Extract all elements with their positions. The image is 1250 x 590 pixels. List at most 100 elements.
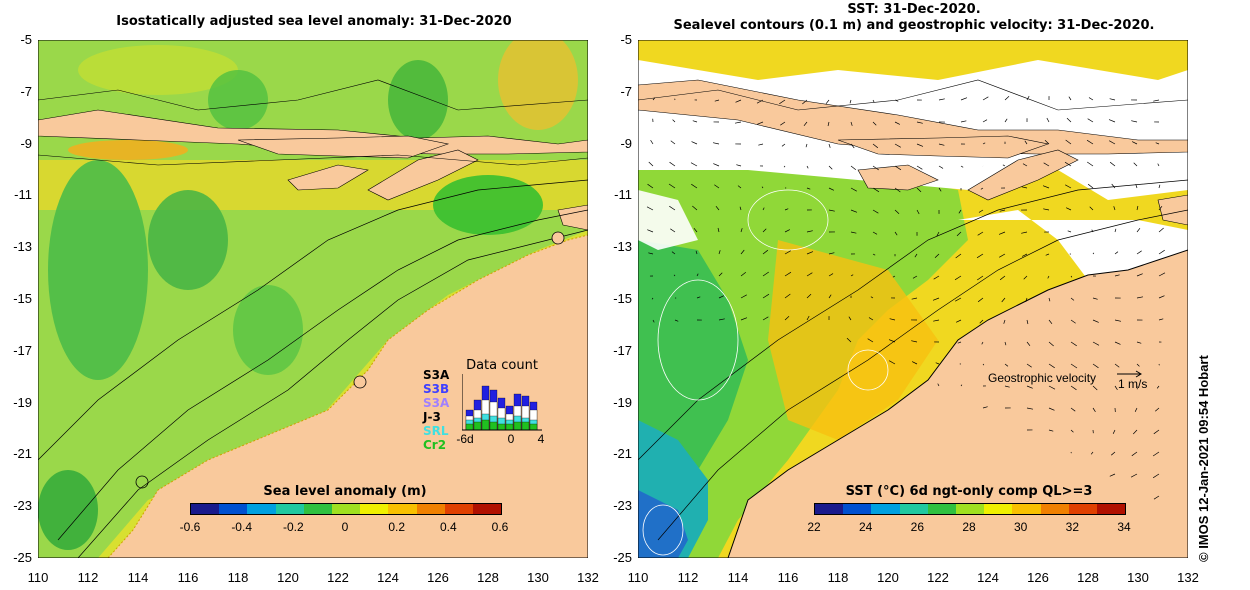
velocity-vector bbox=[652, 319, 655, 323]
velocity-vector bbox=[892, 275, 896, 278]
velocity-vector bbox=[937, 383, 940, 387]
velocity-vector bbox=[999, 253, 1006, 258]
velocity-vector bbox=[933, 319, 940, 322]
x-tick-label: 132 bbox=[1177, 570, 1199, 585]
velocity-vector bbox=[784, 229, 790, 233]
colorbar-tick-label: 0.4 bbox=[439, 520, 457, 534]
x-tick-label: 116 bbox=[177, 570, 199, 585]
velocity-vector bbox=[1136, 205, 1139, 211]
colorbar-swatch bbox=[247, 504, 276, 514]
colorbar-tick-label: 22 bbox=[807, 520, 821, 534]
colorbar-swatch bbox=[303, 504, 332, 514]
x-tick-label: 110 bbox=[627, 570, 649, 585]
x-tick-label: 122 bbox=[327, 570, 349, 585]
velocity-vector bbox=[696, 273, 699, 277]
colorbar-swatch bbox=[927, 504, 956, 514]
velocity-vector bbox=[1092, 319, 1099, 323]
left-map bbox=[38, 40, 588, 558]
velocity-vector bbox=[979, 319, 984, 324]
velocity-vector bbox=[1134, 407, 1138, 412]
x-tick-label: 112 bbox=[77, 570, 99, 585]
right-panel-title-line2: Sealevel contours (0.1 m) and geostrophi… bbox=[673, 18, 1155, 33]
velocity-vector bbox=[1130, 473, 1138, 478]
velocity-vector bbox=[938, 187, 942, 192]
velocity-vector bbox=[1131, 120, 1138, 123]
colorbar-tick-label: 0 bbox=[341, 520, 349, 534]
velocity-vector bbox=[938, 143, 945, 146]
colorbar-swatch bbox=[360, 504, 389, 514]
y-tick-label: -23 bbox=[13, 498, 32, 514]
data-count-bar bbox=[465, 423, 474, 431]
velocity-vector bbox=[783, 165, 786, 168]
velocity-vector bbox=[674, 319, 679, 322]
velocity-vector bbox=[1004, 95, 1010, 101]
velocity-vector bbox=[692, 120, 698, 123]
y-tick-label: -23 bbox=[613, 498, 632, 514]
y-tick-label: -13 bbox=[13, 239, 32, 255]
colorbar-swatch bbox=[416, 504, 445, 514]
velocity-vector bbox=[647, 229, 654, 233]
velocity-vector bbox=[780, 121, 786, 126]
velocity-vector bbox=[1026, 95, 1030, 101]
velocity-vector bbox=[977, 297, 984, 303]
velocity-vector bbox=[1065, 139, 1072, 145]
velocity-vector bbox=[894, 99, 899, 102]
velocity-vector bbox=[1111, 451, 1116, 456]
velocity-vector bbox=[1004, 385, 1010, 388]
velocity-vector bbox=[955, 319, 962, 323]
velocity-vector bbox=[784, 271, 792, 277]
velocity-vector bbox=[762, 207, 765, 211]
velocity-vector bbox=[872, 209, 879, 214]
velocity-vector bbox=[1136, 227, 1141, 233]
velocity-vector bbox=[1155, 407, 1160, 412]
velocity-vector bbox=[668, 183, 676, 189]
velocity-vector bbox=[784, 250, 791, 255]
velocity-vector bbox=[784, 315, 790, 321]
velocity-vector bbox=[1045, 253, 1050, 256]
colorbar-swatch bbox=[984, 504, 1013, 514]
velocity-vector bbox=[762, 293, 770, 299]
velocity-vector bbox=[784, 208, 789, 211]
velocity-vector bbox=[1021, 231, 1028, 234]
velocity-vector bbox=[1067, 230, 1072, 233]
velocity-vector bbox=[1048, 363, 1055, 369]
credit-text: © IMOS 12-Jan-2021 09:54 Hobart bbox=[1196, 355, 1211, 562]
velocity-vector bbox=[1158, 272, 1166, 277]
velocity-vector bbox=[1092, 297, 1098, 300]
velocity-vector bbox=[1046, 117, 1050, 123]
y-tick-label: -17 bbox=[13, 342, 32, 358]
y-tick-label: -5 bbox=[620, 32, 632, 47]
velocity-vector bbox=[1153, 429, 1160, 435]
velocity-vector bbox=[1070, 297, 1075, 301]
colorbar-tick-label: 34 bbox=[1117, 520, 1131, 534]
velocity-vector bbox=[806, 251, 814, 255]
velocity-vector bbox=[977, 231, 984, 236]
velocity-vector bbox=[1114, 251, 1119, 255]
y-tick-label: -17 bbox=[613, 342, 632, 358]
velocity-vector bbox=[714, 99, 720, 102]
velocity-vector bbox=[1065, 207, 1072, 211]
velocity-vector bbox=[1004, 363, 1009, 367]
velocity-vector bbox=[1135, 184, 1138, 189]
colorbar-tick-label: -0.4 bbox=[231, 520, 252, 534]
velocity-vector bbox=[828, 187, 834, 191]
x-tick-label: 124 bbox=[377, 570, 399, 585]
x-tick-label: 118 bbox=[827, 570, 849, 585]
velocity-vector bbox=[956, 231, 962, 237]
velocity-vector bbox=[894, 231, 898, 236]
colorbar-swatch bbox=[899, 504, 928, 514]
colorbar-tick-label: 30 bbox=[1013, 520, 1028, 534]
velocity-vector bbox=[1089, 206, 1094, 211]
data-count-tick: 0 bbox=[507, 432, 515, 446]
velocity-vector bbox=[1048, 319, 1053, 325]
y-tick-label: -21 bbox=[613, 446, 632, 462]
colorbar-swatch bbox=[219, 504, 248, 514]
velocity-vector bbox=[802, 99, 808, 105]
x-tick-label: 120 bbox=[277, 570, 299, 585]
x-tick-label: 130 bbox=[1127, 570, 1149, 585]
sat-label: J-3 bbox=[423, 410, 441, 424]
velocity-vector bbox=[648, 161, 654, 167]
velocity-vector bbox=[1152, 473, 1160, 479]
data-count-bar bbox=[497, 423, 506, 431]
right-panel-title-line1: SST: 31-Dec-2020. bbox=[847, 2, 981, 17]
